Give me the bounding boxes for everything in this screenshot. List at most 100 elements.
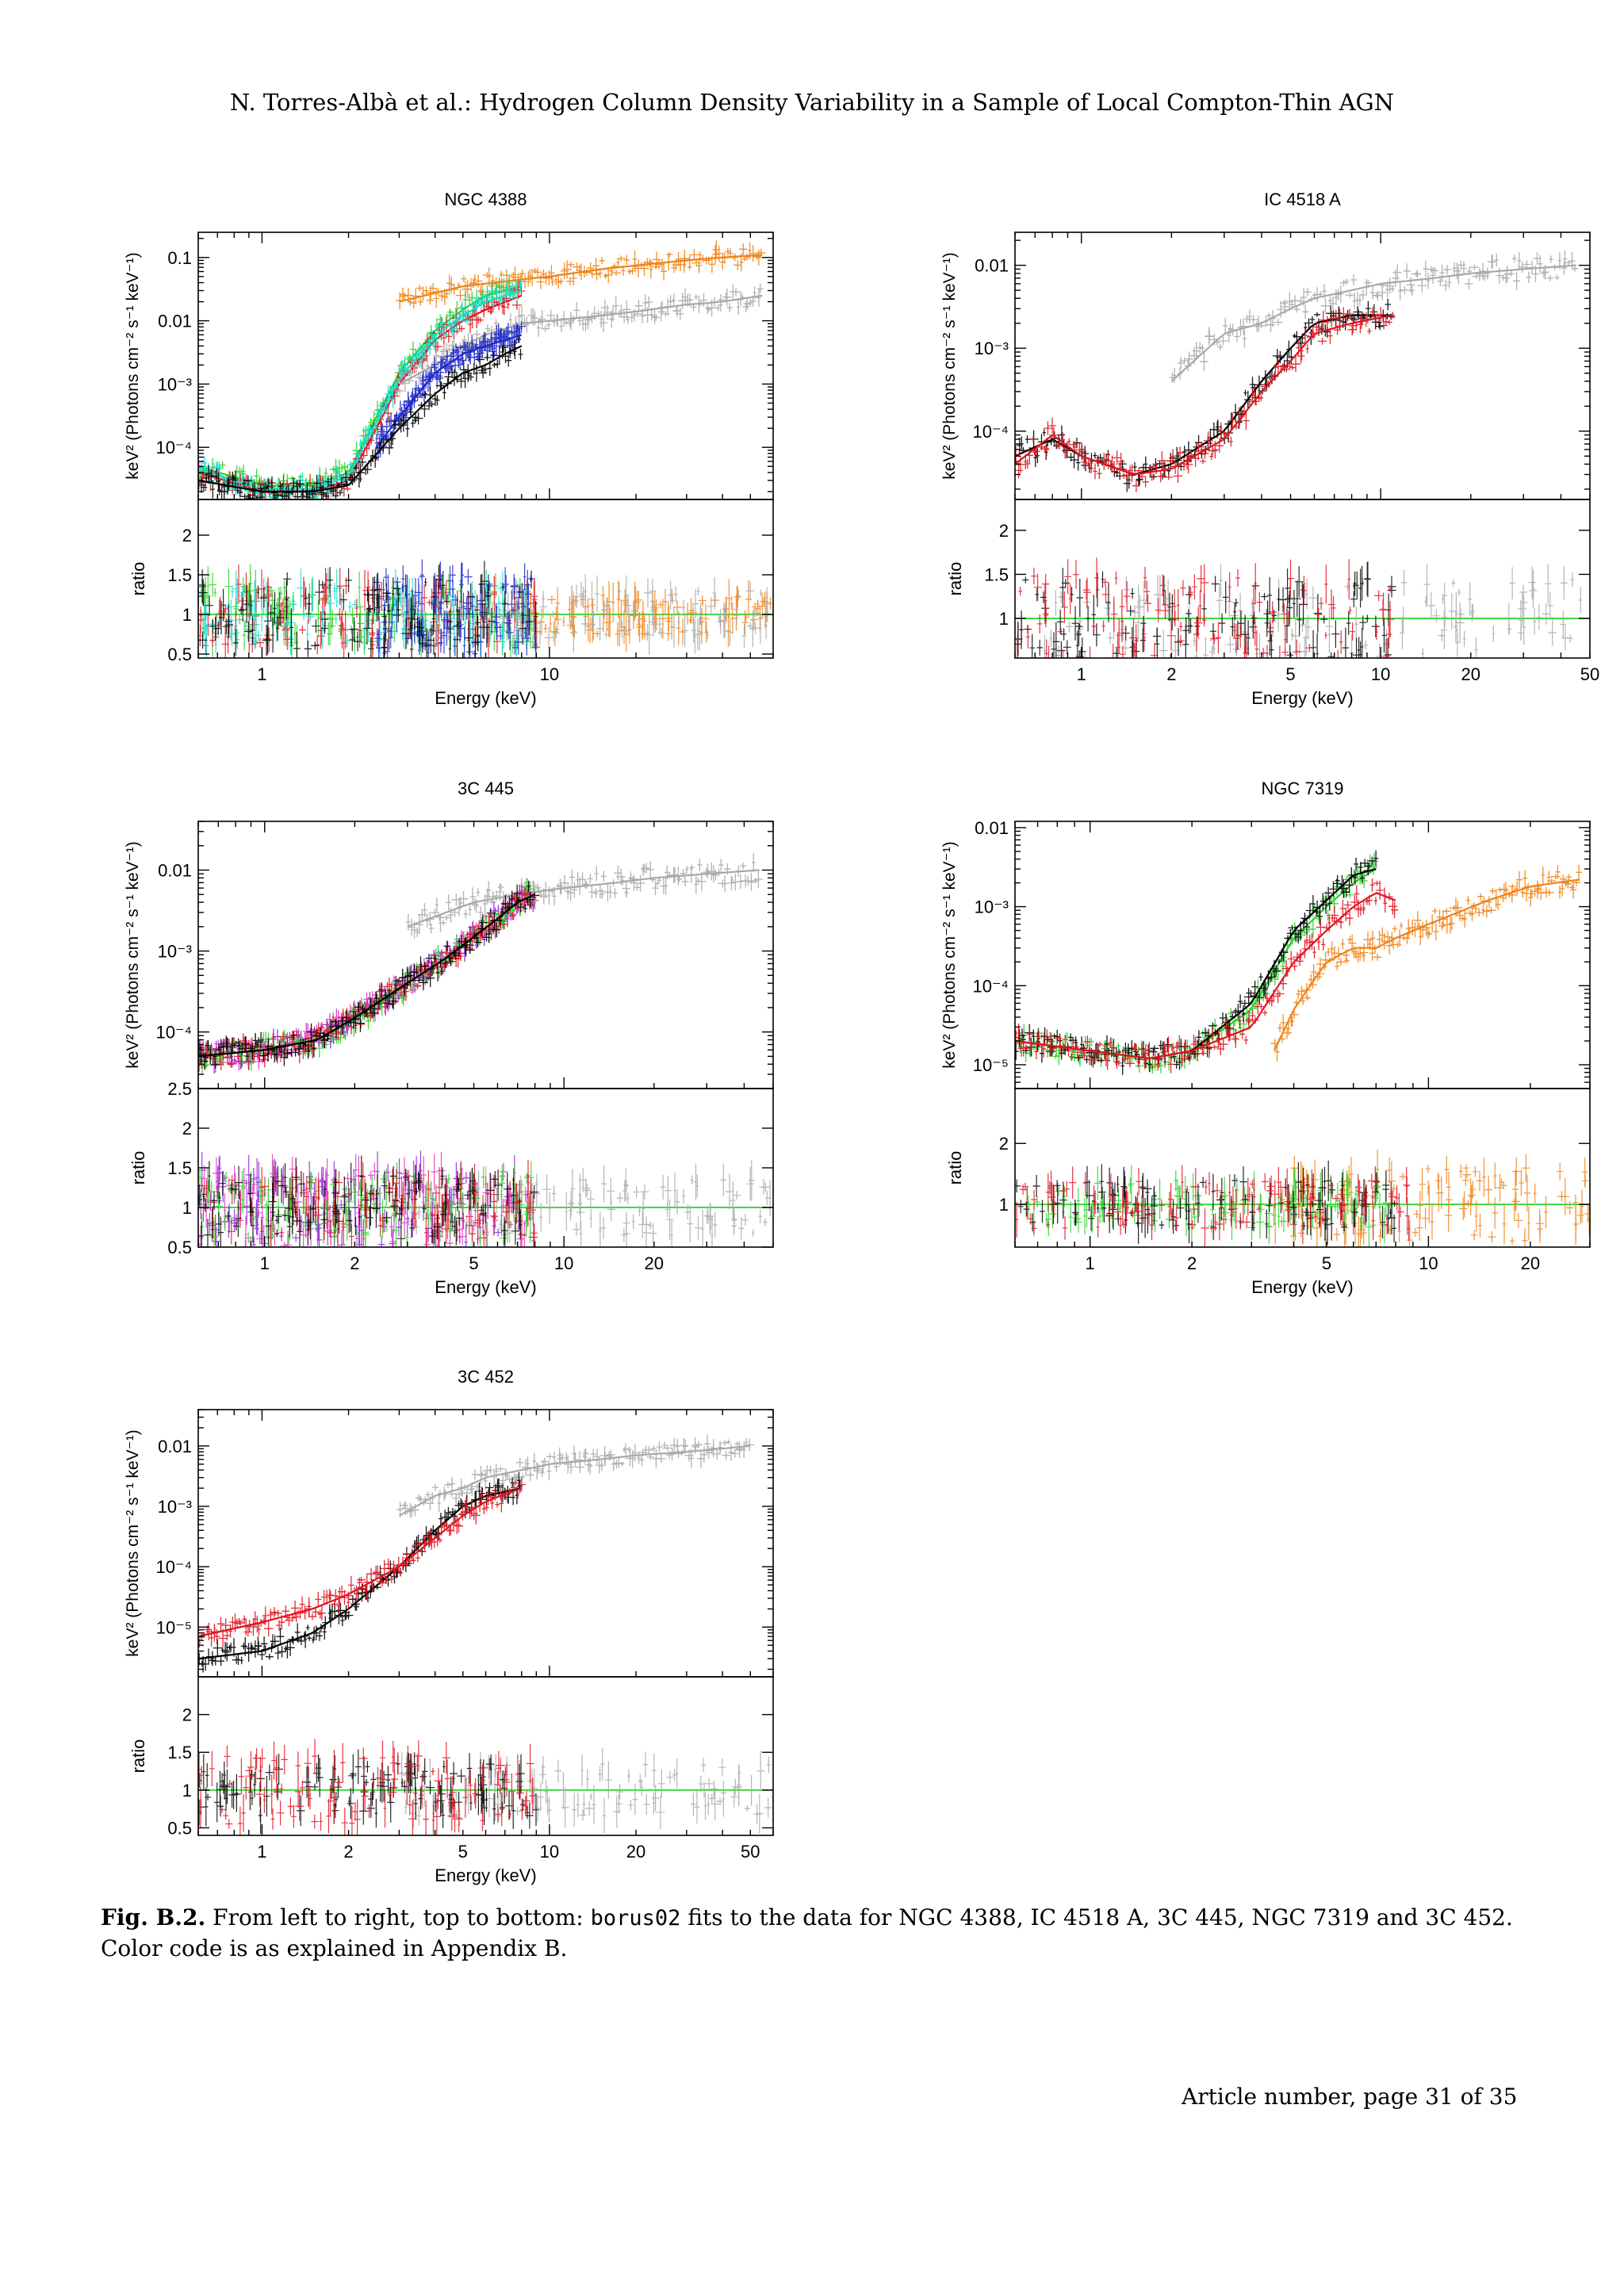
series-green-model <box>198 285 523 487</box>
x-tick-label: 1 <box>1086 1253 1095 1273</box>
y-axis-label: keV² (Photons cm⁻² s⁻¹ keV⁻¹) <box>940 252 959 479</box>
series-red-ratio <box>1015 557 1395 658</box>
caption-text-before: From left to right, top to bottom: <box>213 1904 584 1931</box>
y-tick-label: 0.1 <box>167 248 192 268</box>
x-tick-label: 5 <box>1322 1253 1331 1273</box>
x-axis-ticks <box>1014 232 1591 658</box>
y-tick-label: 10⁻³ <box>158 942 192 962</box>
x-tick-label: 5 <box>469 1253 478 1273</box>
series-orange-errorbars <box>1270 864 1582 1062</box>
x-tick-label: 20 <box>1461 664 1480 684</box>
series-red-model <box>198 1487 523 1638</box>
x-axis-label: Energy (keV) <box>435 688 536 708</box>
y-tick-label: 10⁻⁵ <box>973 1055 1009 1075</box>
x-tick-label: 2 <box>1187 1253 1197 1273</box>
y-tick-label: 10⁻³ <box>975 339 1009 358</box>
x-tick-label: 10 <box>554 1253 573 1273</box>
ratio-panel <box>1015 1150 1590 1247</box>
series-blue-model <box>375 334 523 448</box>
ratio-tick-label: 1.5 <box>167 1158 192 1178</box>
caption-code: borus02 <box>590 1906 681 1931</box>
chart-title: NGC 7319 <box>1262 779 1344 798</box>
series-black-model <box>198 1487 523 1660</box>
series-red-errorbars <box>198 1477 526 1648</box>
series-black-ratio-errorbars <box>198 1749 539 1834</box>
chart-title: 3C 445 <box>458 779 514 798</box>
y-axis-label: keV² (Photons cm⁻² s⁻¹ keV⁻¹) <box>124 1429 142 1656</box>
spectrum-panel <box>198 1434 755 1673</box>
series-purple-model <box>198 894 536 1058</box>
ratio-tick-label: 2 <box>182 1119 192 1138</box>
ratio-tick-label: 1.5 <box>167 565 192 585</box>
x-tick-label: 10 <box>1371 664 1390 684</box>
y-axis-label: keV² (Photons cm⁻² s⁻¹ keV⁻¹) <box>124 841 142 1068</box>
series-orange-points <box>396 240 766 310</box>
series-red-model <box>1015 892 1396 1060</box>
ratio-frame <box>1014 499 1591 659</box>
y-axis-label: keV² (Photons cm⁻² s⁻¹ keV⁻¹) <box>124 252 142 479</box>
x-tick-label: 1 <box>260 1253 270 1273</box>
page-footer: Article number, page 31 of 35 <box>1182 2084 1518 2110</box>
series-orange-model <box>1273 878 1580 1051</box>
x-tick-label: 1 <box>1077 664 1086 684</box>
x-tick-label: 5 <box>458 1842 468 1862</box>
chart-title: 3C 452 <box>458 1367 514 1387</box>
series-orange-ratio <box>519 579 772 652</box>
series-gray-errorbars <box>396 1434 755 1518</box>
spectrum-frame <box>197 232 774 500</box>
x-tick-label: 10 <box>540 1842 559 1862</box>
y-axis-ticks <box>198 1409 773 1670</box>
y-tick-label: 10⁻⁴ <box>972 976 1009 996</box>
y-tick-label: 10⁻⁴ <box>972 422 1009 442</box>
series-gray-errorbars <box>406 853 764 939</box>
ratio-panel <box>198 1150 773 1247</box>
x-axis-label: Energy (keV) <box>435 1866 536 1885</box>
chart-ngc-4388: NGC 4388 1 10 10⁻⁴ 10⁻³ 0.01 0.1 0.5 1 1.5 2 Energy… <box>124 189 774 708</box>
spectrum-frame <box>197 1409 774 1678</box>
series-red-model <box>198 894 536 1058</box>
x-axis-ticks <box>1014 821 1591 1247</box>
ratio-axis-label: ratio <box>945 562 965 596</box>
series-black-ratio <box>198 1749 539 1834</box>
series-red-errorbars <box>1015 878 1399 1073</box>
x-tick-label: 50 <box>1580 664 1599 684</box>
series-gray-model <box>398 1445 751 1517</box>
ratio-tick-label: 1 <box>999 609 1009 629</box>
ratio-axis-label: ratio <box>128 562 148 596</box>
series-black-ratio <box>198 1155 539 1247</box>
series-orange-model <box>399 254 763 303</box>
x-axis-ticks <box>197 1410 774 1835</box>
ratio-axis-label: ratio <box>128 1739 148 1774</box>
y-axis-ticks <box>198 238 773 492</box>
series-gray-errorbars <box>1169 250 1578 384</box>
series-red-ratio-errorbars <box>1015 557 1395 658</box>
y-tick-label: 0.01 <box>975 256 1009 276</box>
y-tick-label: 10⁻³ <box>158 374 192 394</box>
series-red-points <box>198 1477 526 1648</box>
x-axis-label: Energy (keV) <box>1251 688 1353 708</box>
figure-caption: Fig. B.2. From left to right, top to bot… <box>101 1903 1528 1964</box>
y-axis-ticks <box>1015 239 1590 490</box>
ratio-tick-label: 0.5 <box>167 645 192 664</box>
ratio-tick-label: 0.5 <box>167 1818 192 1838</box>
series-gray-points <box>406 853 764 939</box>
ratio-tick-label: 2 <box>999 1134 1009 1154</box>
chart-ic-4518-a: IC 4518 A 1 2 5 10 20 50 10⁻⁴ 10⁻³ 0.01 1 1.5 2 Energ… <box>940 189 1599 708</box>
series-gray-model <box>398 294 763 385</box>
x-tick-label: 10 <box>1419 1253 1438 1273</box>
series-gray-ratio-errorbars <box>398 574 772 656</box>
spectrum-panel <box>198 853 764 1074</box>
series-black-model <box>1015 867 1377 1059</box>
x-tick-label: 20 <box>1521 1253 1540 1273</box>
series-black-ratio-errorbars <box>1015 561 1396 658</box>
y-tick-label: 10⁻⁵ <box>156 1617 192 1637</box>
y-tick-label: 10⁻⁴ <box>155 1023 192 1043</box>
ratio-tick-label: 1 <box>182 1781 192 1800</box>
series-blue-ratio <box>373 559 541 658</box>
series-magenta-model <box>198 894 536 1058</box>
x-tick-label: 2 <box>343 1842 353 1862</box>
series-black-ratio <box>1015 561 1396 658</box>
x-tick-label: 5 <box>1285 664 1295 684</box>
y-tick-label: 0.01 <box>158 860 192 880</box>
series-orange-ratio-errorbars <box>1273 1150 1590 1247</box>
